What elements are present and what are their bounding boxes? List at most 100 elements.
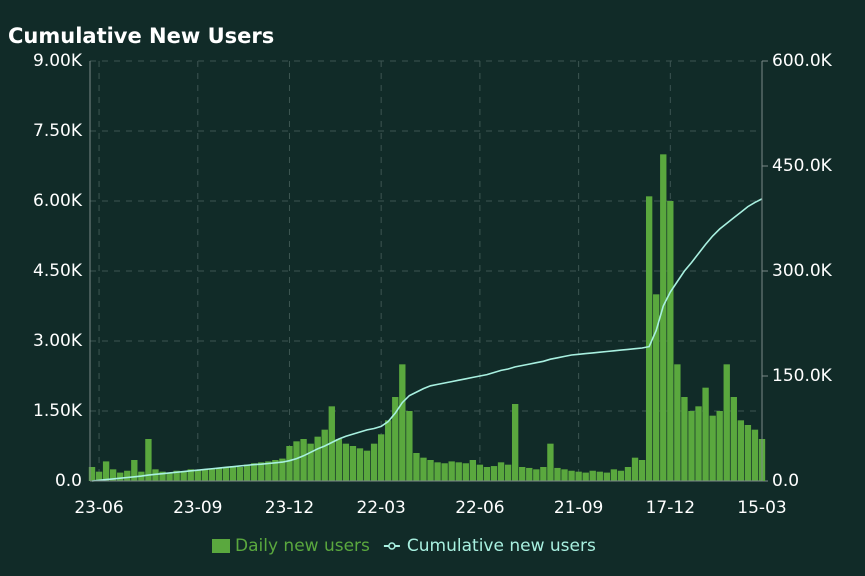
bar [215, 467, 223, 481]
bar [321, 429, 328, 481]
bar [385, 420, 392, 481]
bar [201, 469, 209, 481]
bar [363, 450, 371, 481]
bar [251, 463, 258, 481]
bar [645, 196, 653, 482]
y2-tick-label: 300.0K [772, 261, 833, 281]
y-tick-label: 6.00K [33, 191, 83, 211]
y2-tick-label: 0.0 [772, 471, 799, 491]
bar [511, 404, 519, 481]
bar [124, 470, 131, 481]
chart-title: Cumulative New Users [8, 24, 274, 48]
x-tick-label: 22-06 [455, 498, 504, 518]
bar [243, 464, 251, 481]
bar [349, 446, 357, 481]
bar [194, 470, 201, 481]
bar [526, 467, 533, 481]
bar [208, 468, 216, 481]
bar [568, 470, 575, 481]
line [91, 198, 763, 482]
bar [279, 458, 286, 481]
bar [314, 436, 321, 481]
legend-label: Daily new users [235, 536, 370, 556]
bar [723, 364, 730, 481]
bar [596, 471, 603, 481]
bar [540, 467, 547, 481]
bar [469, 460, 477, 481]
bar [293, 441, 300, 481]
y-tick-label: 3.00K [33, 331, 83, 351]
bar [307, 443, 314, 481]
bar [95, 471, 103, 481]
x-tick-label: 23-12 [265, 498, 314, 518]
bar [497, 462, 505, 481]
bar [406, 411, 413, 481]
bar [561, 469, 568, 481]
bar [441, 463, 448, 481]
bar [173, 470, 180, 481]
bar [427, 460, 434, 481]
bar [392, 397, 399, 481]
bar [674, 364, 681, 481]
x-tick-label: 22-03 [356, 498, 405, 518]
legend-swatch [212, 539, 230, 553]
y2-tick-label: 150.0K [772, 366, 833, 386]
x-tick-label: 15-03 [737, 498, 786, 518]
bar [145, 439, 152, 481]
y-tick-label: 1.50K [33, 401, 83, 421]
bar [448, 461, 455, 481]
bar [631, 457, 639, 481]
bar [547, 443, 554, 481]
bar [490, 466, 498, 481]
bar [159, 471, 166, 481]
bar [265, 461, 272, 481]
y2-tick-label: 600.0K [772, 51, 833, 71]
bar [300, 439, 307, 481]
bar [716, 411, 723, 481]
bar [420, 457, 427, 481]
bar [370, 443, 378, 481]
legend-marker [388, 542, 396, 550]
bar [653, 294, 660, 481]
bar [702, 387, 709, 481]
bar [681, 397, 688, 481]
y-tick-label: 0.0 [55, 471, 82, 491]
bar [328, 406, 335, 481]
bar [476, 464, 484, 481]
bar [455, 462, 462, 481]
bar [258, 462, 265, 481]
bar [695, 406, 702, 481]
bar [356, 448, 364, 481]
bar [180, 471, 187, 481]
bar [434, 462, 441, 481]
x-tick-label: 17-12 [646, 498, 695, 518]
bar [102, 461, 110, 481]
bar [335, 439, 343, 481]
bar [589, 470, 596, 481]
bar [638, 460, 646, 481]
y-tick-label: 9.00K [33, 51, 83, 71]
bar [483, 467, 491, 481]
x-tick-label: 21-09 [554, 498, 603, 518]
bar [109, 469, 117, 481]
bar [222, 467, 230, 481]
bar [519, 467, 526, 481]
y-tick-label: 4.50K [33, 261, 83, 281]
y-tick-label: 7.50K [33, 121, 83, 141]
bar [413, 453, 420, 481]
bar [751, 429, 759, 481]
bar [533, 469, 540, 481]
bar [617, 470, 625, 481]
bar [229, 466, 237, 481]
bar [504, 464, 512, 481]
bar [688, 411, 695, 481]
bar [187, 469, 194, 481]
bar [377, 434, 385, 481]
bar [603, 472, 611, 481]
bar [462, 463, 469, 481]
bar [286, 446, 293, 481]
bar [88, 467, 96, 481]
bar [610, 469, 618, 481]
bar [236, 467, 244, 481]
